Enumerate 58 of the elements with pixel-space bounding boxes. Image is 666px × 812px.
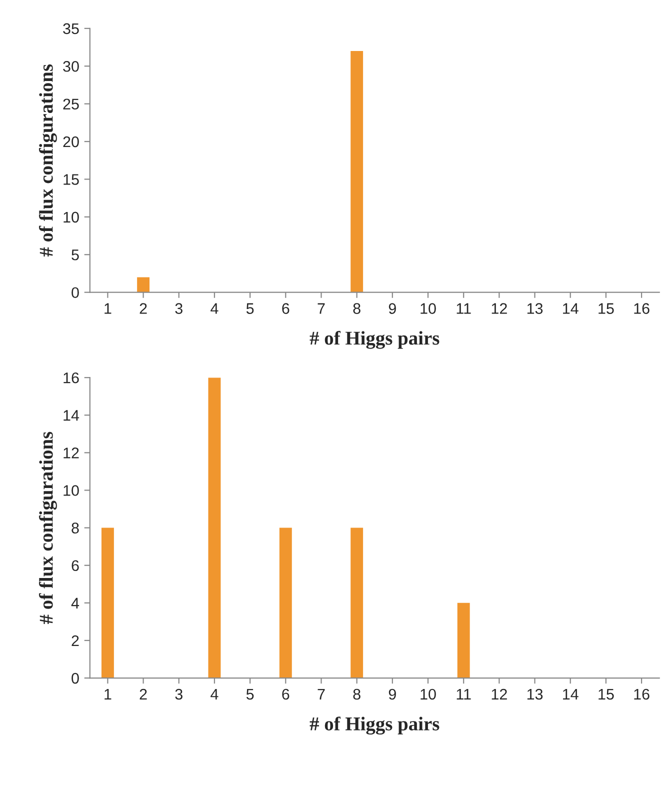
x-tick-label: 13 <box>527 688 543 700</box>
x-tick-label: 8 <box>353 688 360 700</box>
y-tick-label: 20 <box>63 136 79 148</box>
y-tick-label: 30 <box>63 60 79 72</box>
x-tick-label: 3 <box>175 303 182 314</box>
x-tick-label: 12 <box>492 303 507 314</box>
x-tick-label: 11 <box>456 689 471 700</box>
y-tick-label: 6 <box>72 560 79 572</box>
x-tick-label: 5 <box>246 303 254 314</box>
y-tick-label: 0 <box>72 287 79 298</box>
bar <box>279 528 292 678</box>
y-tick-label: 25 <box>63 98 79 110</box>
x-tick-label: 4 <box>210 689 218 700</box>
x-tick-label: 8 <box>353 303 360 314</box>
y-tick-label: 4 <box>71 598 80 608</box>
x-tick-label: 2 <box>140 303 147 314</box>
y-tick-label: 2 <box>72 635 79 646</box>
y-tick-label: 15 <box>64 174 79 185</box>
x-tick-label: 10 <box>420 688 436 700</box>
x-tick-label: 7 <box>318 689 325 700</box>
x-tick-label: 10 <box>420 303 436 314</box>
bar <box>457 602 470 678</box>
x-tick-label: 16 <box>634 688 650 700</box>
bar <box>350 528 364 678</box>
x-tick-label: 15 <box>598 689 614 700</box>
x-tick-label: 1 <box>104 303 112 314</box>
x-tick-label: 7 <box>318 303 325 314</box>
y-tick-label: 35 <box>63 23 79 34</box>
y-tick-label: 10 <box>64 485 79 496</box>
y-tick-label: 10 <box>64 212 79 223</box>
x-tick-label: 13 <box>527 303 543 314</box>
x-tick-label: 6 <box>282 688 290 700</box>
x-tick-label: 9 <box>388 688 396 700</box>
x-axis-title: # of Higgs pairs <box>310 716 440 735</box>
y-tick-label: 14 <box>64 410 80 421</box>
y-tick-label: 16 <box>64 372 79 384</box>
y-tick-label: 12 <box>64 448 79 458</box>
x-tick-label: 1 <box>104 689 112 700</box>
bar <box>208 378 221 678</box>
x-tick-label: 4 <box>210 303 218 314</box>
y-tick-label: 8 <box>72 522 79 534</box>
x-tick-label: 14 <box>563 303 578 314</box>
x-tick-label: 3 <box>175 688 182 700</box>
bar <box>101 528 114 678</box>
x-tick-label: 15 <box>598 303 614 314</box>
y-axis-title: # of flux configurations <box>38 432 57 624</box>
x-tick-label: 5 <box>246 689 254 700</box>
x-tick-label: 14 <box>563 689 578 700</box>
x-tick-label: 11 <box>456 303 471 314</box>
x-tick-label: 9 <box>388 303 396 314</box>
x-axis-title: # of Higgs pairs <box>310 330 440 349</box>
x-tick-label: 12 <box>492 688 507 700</box>
x-tick-label: 6 <box>282 303 290 314</box>
y-tick-label: 0 <box>72 672 79 684</box>
x-tick-label: 2 <box>140 688 147 700</box>
y-tick-label: 5 <box>72 250 79 260</box>
x-tick-label: 16 <box>634 303 650 314</box>
y-axis-title: # of flux configurations <box>38 64 57 257</box>
